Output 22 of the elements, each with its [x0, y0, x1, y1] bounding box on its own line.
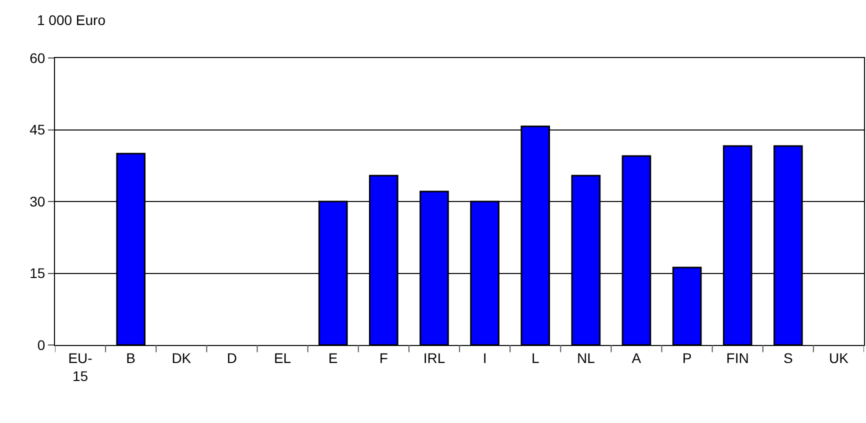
- x-tick-label: D: [226, 350, 238, 366]
- x-tick-label: I: [482, 350, 487, 366]
- y-axis-title: 1 000 Euro: [37, 12, 106, 28]
- y-tick-label: 15: [30, 265, 46, 282]
- x-tick-label: L: [531, 350, 540, 366]
- y-tick-label: 45: [30, 122, 46, 138]
- x-tick-label: E: [328, 350, 338, 366]
- x-tick-label: EU-15: [68, 350, 93, 384]
- x-tick-label: P: [682, 350, 692, 366]
- x-tick-label: DK: [172, 350, 192, 366]
- x-tick-label: S: [783, 350, 793, 366]
- x-tick-label: UK: [828, 350, 850, 366]
- x-tick-label: B: [126, 350, 136, 366]
- y-tick-label: 60: [30, 50, 46, 66]
- x-tick-label: NL: [576, 350, 596, 366]
- x-tick-label: FIN: [726, 350, 749, 366]
- y-tick-label: 30: [30, 193, 46, 210]
- x-tick-label: EL: [274, 350, 292, 366]
- y-tick-label: 0: [37, 336, 46, 353]
- x-tick-label: IRL: [423, 350, 446, 366]
- x-tick-label: F: [379, 350, 388, 366]
- x-tick-label: A: [632, 350, 642, 366]
